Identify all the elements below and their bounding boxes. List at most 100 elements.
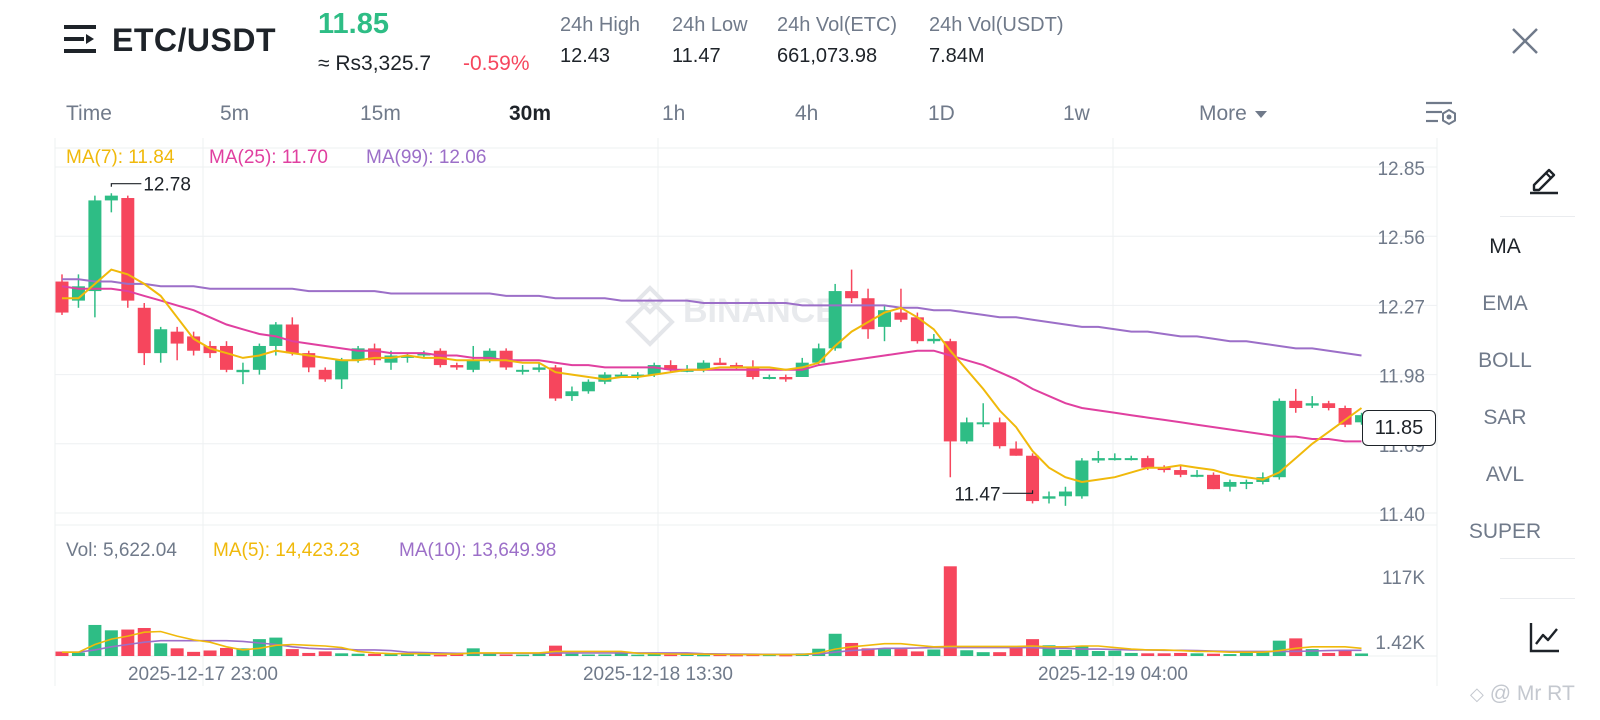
high-low-markers: 12.78 11.47 — [110, 175, 1370, 505]
candle-body — [104, 195, 118, 201]
high-marker-line — [110, 183, 142, 187]
candle-body — [351, 348, 365, 361]
tab-5m[interactable]: 5m — [220, 102, 250, 125]
tab-time[interactable]: Time — [66, 102, 112, 125]
candle-body — [499, 350, 513, 368]
candle-body — [1239, 481, 1253, 484]
candle-body — [1124, 458, 1138, 461]
volume-bar — [236, 648, 250, 656]
binance-logo-icon — [625, 285, 675, 347]
candle-body — [1091, 458, 1105, 461]
volume-bar — [960, 650, 974, 656]
volume-bar — [845, 642, 859, 656]
volume-bar — [170, 648, 184, 656]
volume-bar — [1256, 652, 1270, 656]
candle-body — [516, 369, 530, 372]
line-chart-icon[interactable] — [1528, 620, 1562, 654]
volume-bar — [647, 654, 661, 656]
candle-body — [1157, 467, 1171, 471]
volume-bar — [450, 653, 464, 656]
volume-bar — [1042, 645, 1056, 656]
stat-value-24h-low: 11.47 — [672, 45, 721, 67]
volume-bar — [516, 654, 530, 657]
stat-value-24h-vol-etc: 661,073.98 — [777, 45, 878, 67]
trading-pair-title[interactable]: ETC/USDT — [112, 22, 276, 58]
candle-body — [220, 345, 233, 370]
candle-body — [565, 391, 579, 397]
candle-body — [1042, 496, 1056, 499]
price-tick-label: 12.85 — [1377, 159, 1425, 180]
volume-axis: 117K 1.42K — [1375, 568, 1425, 654]
indicator-super[interactable]: SUPER — [1468, 520, 1542, 543]
close-icon[interactable] — [1510, 26, 1540, 56]
candle-body — [927, 338, 941, 342]
candle-body — [252, 345, 266, 370]
low-marker-line — [1002, 490, 1034, 494]
indicator-ma[interactable]: MA — [1489, 235, 1521, 258]
tab-1h[interactable]: 1h — [662, 102, 686, 125]
volume-bar — [1338, 649, 1352, 656]
volume-bar — [1305, 649, 1319, 656]
current-price-tag: 11.85 — [1362, 410, 1436, 446]
candle-body — [269, 324, 283, 346]
tab-1d[interactable]: 1D — [928, 102, 955, 125]
candle-body — [1338, 408, 1352, 425]
volume-bar — [1141, 653, 1155, 656]
candle-body — [318, 369, 332, 380]
candle-body — [845, 291, 859, 299]
volume-bar — [104, 630, 118, 656]
tab-15m[interactable]: 15m — [360, 102, 401, 125]
candle-body — [697, 362, 711, 370]
candle-body — [1075, 460, 1089, 497]
candle-body — [631, 374, 645, 377]
candle-body — [598, 374, 612, 382]
volume-bar — [532, 653, 546, 656]
candle-body — [1207, 474, 1220, 490]
tab-more[interactable]: More — [1199, 102, 1267, 126]
tab-30m[interactable]: 30m — [509, 102, 552, 125]
indicator-avl[interactable]: AVL — [1485, 463, 1525, 486]
candle-body — [236, 369, 250, 373]
last-price: 11.85 — [318, 8, 389, 40]
candle-body — [614, 374, 628, 377]
candle-body — [1141, 458, 1155, 468]
volume-bar — [71, 652, 85, 656]
volume-bar — [400, 653, 414, 656]
stat-label-24h-high: 24h High — [560, 14, 641, 36]
volume-bar — [220, 647, 233, 656]
high-marker-label: 12.78 — [143, 175, 191, 196]
volume-bar — [1075, 646, 1089, 656]
volume-bar — [565, 653, 579, 656]
chart-settings-icon[interactable] — [1424, 98, 1458, 130]
hamburger-menu-icon[interactable] — [64, 24, 96, 54]
ma25-line — [61, 285, 1362, 443]
volume-bar — [1157, 653, 1171, 656]
candle-body — [1355, 415, 1369, 423]
candle-body — [137, 307, 151, 354]
tab-1w[interactable]: 1w — [1063, 102, 1090, 125]
pencil-draw-icon[interactable] — [1526, 160, 1562, 196]
candle-body — [960, 422, 974, 442]
ma-lines — [61, 268, 1363, 484]
candle-body — [88, 200, 102, 292]
volume-bar — [384, 654, 398, 656]
tab-4h[interactable]: 4h — [795, 102, 819, 125]
indicator-sar[interactable]: SAR — [1483, 406, 1527, 429]
volume-bar — [187, 651, 201, 656]
volume-bar — [680, 654, 694, 656]
candle-body — [450, 365, 464, 368]
volume-bar — [976, 652, 990, 656]
legend-ma25: MA(25): 11.70 — [209, 147, 328, 168]
indicator-boll[interactable]: BOLL — [1478, 349, 1532, 372]
candle-body — [384, 355, 398, 363]
time-tick-label: 2025-12-18 13:30 — [583, 664, 733, 685]
volume-bar — [631, 654, 645, 657]
sidebar-divider — [1500, 216, 1575, 217]
stat-label-24h-vol-etc: 24h Vol(ETC) — [777, 14, 898, 36]
indicator-ema[interactable]: EMA — [1482, 292, 1528, 315]
candle-body — [1026, 455, 1040, 502]
candle-body — [71, 286, 85, 301]
candle-body — [993, 422, 1007, 447]
volume-bar — [285, 649, 299, 656]
